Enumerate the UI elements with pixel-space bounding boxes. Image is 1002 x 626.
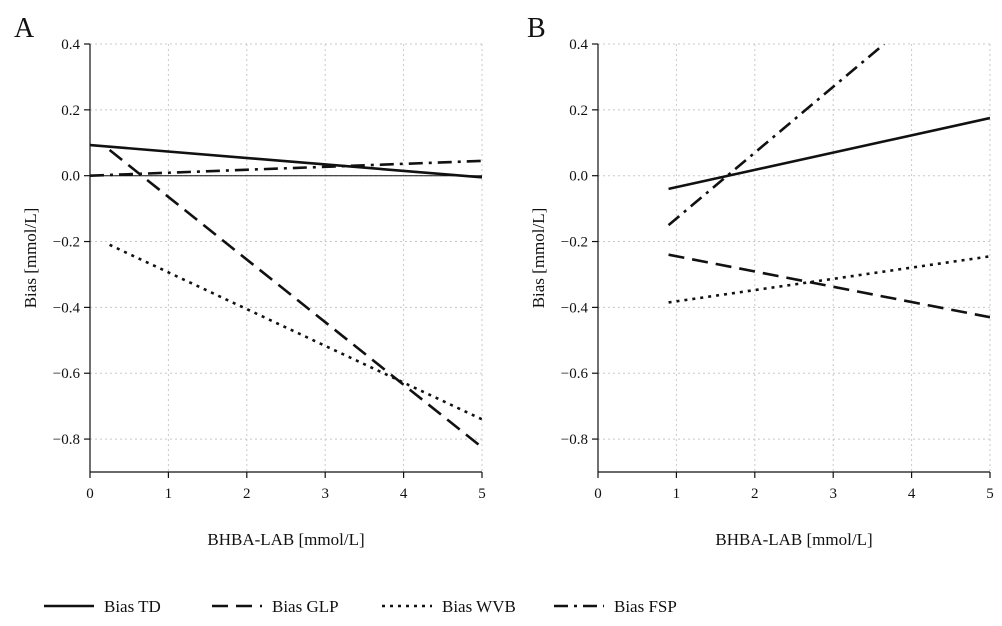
y-tick-label: 0.0 (569, 169, 588, 185)
legend-label-bias-fsp: Bias FSP (614, 597, 677, 616)
series-line-bias-glp (108, 148, 482, 449)
series-line-bias-wvb (109, 243, 482, 421)
y-tick-label: −0.6 (561, 366, 589, 382)
x-tick-label: 5 (478, 486, 486, 502)
panel-letter: B (527, 13, 546, 44)
y-axis-label: Bias [mmol/L] (21, 208, 40, 309)
panel-b: 0 1 2 3 4 5 0.4 0.2 0.0 −0.2 −0.4 −0.6 −0.8 BHBA-LAB … (527, 13, 994, 549)
x-tick-label: 1 (673, 486, 681, 502)
y-axis-label: Bias [mmol/L] (529, 208, 548, 309)
y-tick-label: 0.0 (61, 169, 80, 185)
y-tick-label: 0.2 (569, 103, 588, 119)
y-tick-label: 0.4 (569, 37, 588, 53)
x-tick-label: 1 (165, 486, 173, 502)
legend: Bias TD Bias GLP Bias WVB Bias FSP (44, 597, 677, 616)
x-axis-label: BHBA-LAB [mmol/L] (207, 530, 364, 549)
series-line-bias-wvb (668, 255, 990, 304)
series-line-bias-td (668, 116, 990, 191)
y-tick-label: −0.8 (561, 432, 588, 448)
x-tick-label: 3 (321, 486, 329, 502)
y-tick-label: −0.2 (53, 235, 80, 251)
y-tick-label: 0.4 (61, 37, 80, 53)
series-line-bias-td (90, 143, 482, 179)
x-tick-label: 0 (86, 486, 94, 502)
legend-label-bias-glp: Bias GLP (272, 597, 339, 616)
y-tick-label: −0.8 (53, 432, 80, 448)
x-tick-label: 0 (594, 486, 602, 502)
y-tick-label: 0.2 (61, 103, 80, 119)
x-tick-label: 4 (400, 486, 408, 502)
x-tick-label: 2 (751, 486, 759, 502)
y-tick-label: −0.6 (53, 366, 81, 382)
series-group (667, 44, 990, 319)
series-group (90, 143, 482, 449)
x-tick-label: 2 (243, 486, 251, 502)
x-axis-label: BHBA-LAB [mmol/L] (715, 530, 872, 549)
y-tick-label: −0.4 (561, 300, 589, 316)
x-tick-label: 5 (986, 486, 994, 502)
series-line-bias-glp (668, 253, 990, 319)
x-tick-label: 4 (908, 486, 916, 502)
legend-label-bias-td: Bias TD (104, 597, 161, 616)
panel-letter: A (14, 13, 35, 44)
series-line-bias-fsp (667, 44, 885, 227)
legend-label-bias-wvb: Bias WVB (442, 597, 516, 616)
y-tick-label: −0.2 (561, 235, 588, 251)
panel-a: 0 1 2 3 4 5 0.4 0.2 0.0 −0.2 −0.4 −0.6 −0.8 BHBA-LAB … (14, 13, 486, 549)
x-tick-label: 3 (829, 486, 837, 502)
y-tick-label: −0.4 (53, 300, 81, 316)
series-line-bias-fsp (90, 159, 482, 177)
